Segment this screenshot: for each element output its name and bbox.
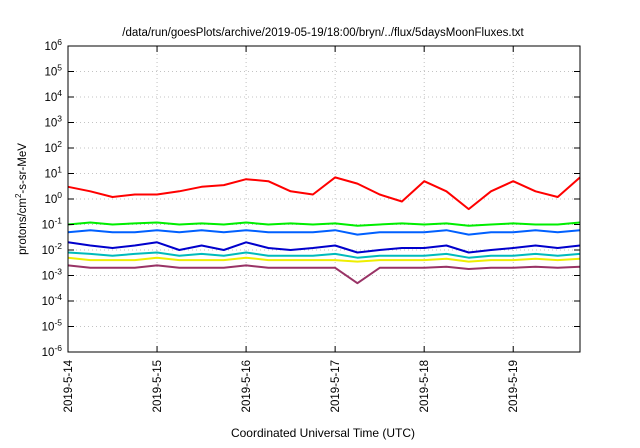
y-tick-label-exponent: -3 — [54, 267, 62, 277]
y-tick-label-base: 10 — [42, 245, 55, 257]
y-axis-ticks: 10-610-510-410-310-210-11001011021031041… — [42, 37, 580, 359]
y-tick-label-base: 10 — [44, 92, 57, 104]
y-tick-label: 10-6 — [42, 343, 63, 359]
y-tick-label-exponent: 4 — [57, 88, 62, 98]
x-tick-label: 2019-5-18 — [419, 360, 431, 412]
series-line-2 — [67, 221, 581, 227]
y-tick-label-exponent: 2 — [57, 139, 62, 149]
y-axis-label-rest: -s-sr-MeV — [17, 143, 29, 194]
y-tick-label-exponent: -5 — [54, 318, 62, 328]
x-axis-label: Coordinated Universal Time (UTC) — [231, 426, 415, 440]
x-tick-label: 2019-5-14 — [63, 359, 75, 412]
y-tick-label: 10-5 — [42, 318, 63, 334]
y-axis-label-sup: 2 — [14, 193, 23, 198]
y-tick-label-base: 10 — [42, 322, 55, 334]
y-axis-label: protons/cm2-s-sr-MeV — [14, 143, 29, 255]
y-tick-label: 106 — [44, 37, 62, 53]
y-tick-label: 100 — [44, 190, 62, 206]
series-line-6 — [67, 256, 581, 263]
y-tick-label-base: 10 — [44, 118, 57, 130]
y-tick-label-base: 10 — [44, 41, 57, 53]
y-tick-label: 103 — [44, 114, 62, 130]
y-tick-label-exponent: -4 — [54, 292, 62, 302]
y-tick-label-base: 10 — [44, 67, 57, 79]
y-tick-label: 105 — [44, 63, 62, 79]
series-line-5 — [67, 251, 581, 259]
y-tick-label: 102 — [44, 139, 62, 155]
y-tick-label-exponent: 0 — [57, 190, 62, 200]
series-line-3 — [67, 229, 581, 236]
y-tick-label-base: 10 — [44, 143, 57, 155]
y-tick-label-exponent: -2 — [54, 241, 62, 251]
y-tick-label: 104 — [44, 88, 62, 104]
y-tick-label-exponent: 5 — [57, 63, 62, 73]
y-tick-label-base: 10 — [44, 194, 57, 206]
x-axis-ticks: 2019-5-14 2019-5-15 2019-5-16 2019-5-17 2019… — [63, 46, 520, 412]
y-tick-label: 10-4 — [42, 292, 63, 308]
y-tick-label-base: 10 — [42, 296, 55, 308]
x-tick-label: 2019-5-17 — [330, 360, 342, 412]
x-tick-label: 2019-5-19 — [508, 360, 520, 412]
y-tick-label: 10-3 — [42, 267, 63, 283]
y-axis-label-base: protons/cm — [17, 198, 29, 255]
y-tick-label-exponent: -1 — [54, 216, 62, 226]
y-tick-label-exponent: 3 — [57, 114, 62, 124]
y-tick-label-base: 10 — [42, 220, 55, 232]
y-tick-label: 10-2 — [42, 241, 63, 257]
series-layer — [67, 176, 581, 285]
chart-title: /data/run/goesPlots/archive/2019-05-19/1… — [122, 27, 524, 39]
x-tick-label: 2019-5-15 — [152, 360, 164, 412]
y-tick-label-base: 10 — [42, 271, 55, 283]
y-tick-label: 101 — [44, 165, 62, 181]
y-tick-label-base: 10 — [44, 169, 57, 181]
y-tick-label-base: 10 — [42, 347, 55, 359]
y-tick-label: 10-1 — [42, 216, 63, 232]
grid — [68, 46, 580, 352]
y-tick-label-exponent: 1 — [57, 165, 62, 175]
series-line-1 — [67, 176, 581, 211]
series-line-4 — [67, 241, 581, 254]
y-tick-label-exponent: 6 — [57, 37, 62, 47]
x-tick-label: 2019-5-16 — [241, 360, 253, 412]
series-line-7 — [67, 264, 581, 285]
y-tick-label-exponent: -6 — [54, 343, 62, 353]
